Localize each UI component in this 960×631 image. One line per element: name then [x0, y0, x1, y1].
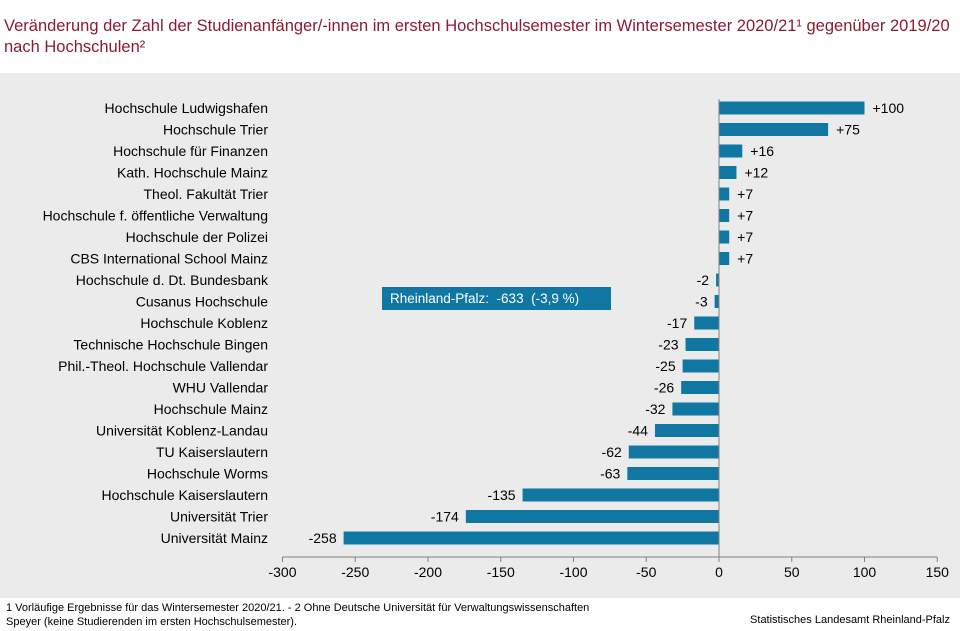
- data-label: -135: [488, 487, 516, 503]
- x-tick-label: 100: [853, 564, 877, 580]
- category-label: Cusanus Hochschule: [136, 294, 269, 310]
- bar: [682, 359, 719, 373]
- category-label: TU Kaiserslautern: [156, 444, 268, 460]
- category-label: Kath. Hochschule Mainz: [117, 165, 268, 181]
- category-label: WHU Vallendar: [173, 380, 269, 396]
- data-label: +16: [750, 143, 774, 159]
- data-label: -62: [602, 444, 622, 460]
- x-tick-label: 50: [784, 564, 800, 580]
- data-label: +7: [737, 186, 753, 202]
- bar: [522, 488, 719, 502]
- bar: [719, 123, 829, 136]
- bar: [719, 101, 865, 115]
- data-label: -32: [645, 401, 665, 417]
- data-label: -174: [431, 509, 459, 525]
- total-annotation-box: [382, 287, 611, 310]
- bar: [719, 252, 730, 265]
- x-tick-label: 150: [926, 564, 950, 580]
- category-label: Hochschule Trier: [163, 122, 268, 138]
- bar: [627, 467, 719, 480]
- bar: [672, 402, 719, 416]
- bar: [343, 531, 719, 545]
- category-label: Hochschule der Polizei: [126, 229, 268, 245]
- bar-chart: Hochschule Ludwigshafen +100 Hochschule Tr…: [43, 99, 950, 580]
- data-label: -258: [309, 530, 337, 546]
- bar: [719, 209, 730, 222]
- data-label: +100: [873, 100, 905, 116]
- category-label: Hochschule Kaiserslautern: [101, 487, 268, 503]
- data-label: +12: [744, 165, 768, 181]
- x-tick-label: -50: [636, 564, 656, 580]
- category-label: Universität Mainz: [161, 530, 268, 546]
- header: Veränderung der Zahl der Studienanfänger…: [0, 0, 960, 73]
- category-label: Hochschule Koblenz: [140, 315, 268, 331]
- data-label: -3: [695, 294, 708, 310]
- category-label: Hochschule d. Dt. Bundesbank: [76, 272, 269, 288]
- bar: [654, 424, 719, 437]
- bar: [719, 166, 737, 179]
- category-label: Universität Trier: [170, 509, 268, 525]
- data-label: -44: [628, 423, 648, 439]
- data-label: -23: [658, 337, 678, 353]
- source-credit: Statistisches Landesamt Rheinland-Pfalz: [750, 614, 950, 626]
- category-label: CBS International School Mainz: [70, 251, 268, 267]
- x-tick-label: -300: [268, 564, 296, 580]
- x-tick-label: -200: [414, 564, 442, 580]
- x-tick-label: -100: [559, 564, 587, 580]
- data-label: -63: [600, 466, 620, 482]
- x-tick-label: -250: [341, 564, 369, 580]
- data-label: +7: [737, 208, 753, 224]
- footer: [0, 598, 960, 631]
- bar: [716, 273, 719, 287]
- bar: [681, 381, 719, 394]
- data-label: -26: [654, 380, 674, 396]
- category-label: Universität Koblenz-Landau: [96, 423, 268, 439]
- data-label: +7: [737, 251, 753, 267]
- chart-title: Veränderung der Zahl der Studienanfänger…: [4, 17, 950, 56]
- category-label: Hochschule f. öffentliche Verwaltung: [43, 208, 268, 224]
- bar: [719, 144, 743, 158]
- bar: [628, 445, 719, 459]
- data-label: -2: [697, 272, 710, 288]
- data-label: +75: [836, 122, 860, 138]
- category-label: Hochschule Worms: [147, 466, 268, 482]
- data-label: -25: [655, 358, 675, 374]
- bar: [714, 295, 719, 308]
- bar: [694, 316, 719, 330]
- bar: [719, 187, 730, 201]
- bar: [719, 230, 730, 244]
- category-label: Hochschule Mainz: [154, 401, 268, 417]
- category-label: Hochschule für Finanzen: [113, 143, 268, 159]
- category-label: Technische Hochschule Bingen: [73, 337, 268, 353]
- data-label: -17: [667, 315, 687, 331]
- footnote: 1 Vorläufige Ergebnisse für das Winterse…: [6, 602, 590, 628]
- bar: [465, 510, 719, 523]
- data-label: +7: [737, 229, 753, 245]
- category-label: Phil.-Theol. Hochschule Vallendar: [58, 358, 268, 374]
- bar: [685, 338, 719, 351]
- x-tick-label: 0: [715, 564, 723, 580]
- category-label: Theol. Fakultät Trier: [144, 186, 269, 202]
- category-label: Hochschule Ludwigshafen: [105, 100, 268, 116]
- total-annotation-text: Rheinland-Pfalz: -633 (-3,9 %): [390, 291, 579, 306]
- x-tick-label: -150: [487, 564, 515, 580]
